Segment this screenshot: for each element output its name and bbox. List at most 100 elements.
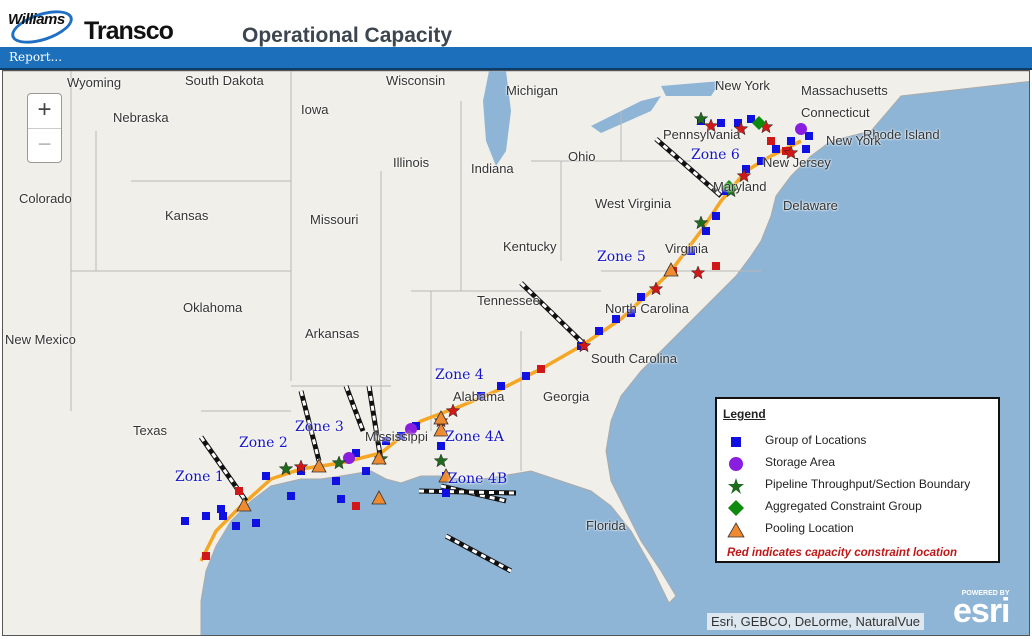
- throughput-star-marker: [433, 453, 449, 468]
- state-label: West Virginia: [595, 196, 672, 211]
- group-of-locations-marker: [232, 522, 240, 530]
- legend: Legend Group of Locations Storage Area P…: [715, 397, 1000, 563]
- throughput-star-marker: [703, 118, 719, 133]
- report-menu[interactable]: Report...: [9, 50, 63, 64]
- state-label: New York: [826, 133, 881, 148]
- zone-boundary-dash: [344, 385, 365, 432]
- group-of-locations-marker: [362, 467, 370, 475]
- throughput-star-marker: [331, 455, 347, 470]
- zone-boundaries: [198, 137, 723, 574]
- throughput-star-marker: [690, 265, 706, 280]
- state-label: Kansas: [165, 208, 209, 223]
- state-label: Rhode Island: [863, 127, 940, 142]
- state-label: Iowa: [301, 102, 329, 117]
- group-of-locations-marker: [787, 137, 795, 145]
- zoom-in-button[interactable]: +: [37, 96, 52, 123]
- logo-text: Williams: [8, 11, 65, 28]
- green-diamond-icon: [728, 500, 744, 516]
- group-of-locations-marker: [805, 132, 813, 140]
- group-of-locations-marker: [522, 372, 530, 380]
- state-label: Virginia: [665, 241, 709, 256]
- group-of-locations-marker: [742, 165, 750, 173]
- group-of-locations-marker: [181, 517, 189, 525]
- group-of-locations-marker: [757, 157, 765, 165]
- map-canvas[interactable]: [3, 71, 1030, 636]
- constrained-location-marker: [352, 502, 360, 510]
- group-of-locations-marker: [332, 477, 340, 485]
- state-label: New Mexico: [5, 332, 76, 347]
- storage-area-marker: [343, 452, 355, 464]
- throughput-star-marker: [733, 121, 749, 136]
- williams-logo: Williams: [6, 3, 77, 51]
- state-label: Michigan: [506, 83, 559, 98]
- zone-boundary-dash: [445, 534, 512, 573]
- group-of-locations-marker: [717, 119, 725, 127]
- powered-by-text: POWERED BY: [961, 590, 1010, 597]
- constrained-location-marker: [537, 365, 545, 373]
- green-star-icon: [728, 478, 744, 494]
- blue-square-icon: [731, 437, 741, 447]
- aggregated-constraint-marker: [722, 180, 736, 194]
- map-view[interactable]: South Dakota Wisconsin Michigan New York Mas…: [2, 70, 1030, 636]
- state-label: Massachusetts: [801, 83, 888, 98]
- zone-boundary-dash: [199, 436, 248, 502]
- pooling-location-marker: [311, 458, 327, 473]
- state-label: North Carolina: [605, 301, 689, 316]
- zoom-control: + −: [27, 93, 62, 163]
- legend-label: Aggregated Constraint Group: [765, 499, 922, 513]
- state-label: Florida: [586, 518, 626, 533]
- zoom-out-button[interactable]: −: [28, 128, 61, 163]
- group-of-locations-marker: [747, 115, 755, 123]
- land: [3, 71, 1029, 635]
- state-borders: [70, 71, 761, 471]
- throughput-star-marker: [693, 111, 709, 126]
- pooling-location-marker: [371, 450, 387, 465]
- state-label: Kentucky: [503, 239, 557, 254]
- storage-area-marker: [795, 123, 807, 135]
- pooling-location-marker: [371, 490, 387, 505]
- state-label: Arkansas: [305, 326, 360, 341]
- group-of-locations-marker: [382, 437, 390, 445]
- state-label: Missouri: [310, 212, 359, 227]
- group-of-locations-marker: [595, 327, 603, 335]
- group-of-locations-marker: [217, 505, 225, 513]
- zone-label: Zone 5: [597, 249, 646, 265]
- group-of-locations-marker: [397, 432, 405, 440]
- legend-label: Pooling Location: [765, 521, 854, 535]
- pooling-location-marker: [236, 497, 252, 512]
- state-label: Alabama: [453, 389, 505, 404]
- constrained-location-marker: [767, 137, 775, 145]
- pooling-location-marker: [433, 422, 449, 437]
- group-of-locations-marker: [337, 495, 345, 503]
- zone-label: Zone 4A: [445, 429, 504, 445]
- state-label: Connecticut: [801, 105, 870, 120]
- zone-label: Zone 4B: [448, 471, 508, 487]
- transco-brand: Transco: [84, 17, 174, 45]
- group-of-locations-marker: [802, 145, 810, 153]
- orange-triangle-icon: [727, 522, 745, 538]
- group-of-locations-marker: [627, 309, 635, 317]
- group-of-locations-marker: [612, 315, 620, 323]
- group-of-locations-marker: [497, 382, 505, 390]
- group-of-locations-marker: [734, 119, 742, 127]
- throughput-star-marker: [736, 168, 752, 183]
- group-of-locations-marker: [352, 449, 360, 457]
- esri-text: esri: [953, 592, 1010, 630]
- purple-circle-icon: [729, 457, 743, 471]
- zone-boundary-dash: [299, 390, 321, 462]
- aggregated-constraint-marker: [752, 116, 766, 130]
- state-label: South Carolina: [591, 351, 677, 366]
- constraint-note: Red indicates capacity constraint locati…: [727, 547, 958, 559]
- legend-label: Storage Area: [765, 455, 836, 469]
- group-of-locations-marker: [287, 492, 295, 500]
- state-label: Delaware: [783, 198, 838, 213]
- legend-label: Group of Locations: [765, 433, 867, 447]
- state-label: Pennsylvania: [663, 127, 741, 142]
- legend-label: Pipeline Throughput/Section Boundary: [765, 477, 971, 491]
- throughput-star-marker: [445, 403, 461, 418]
- lake-michigan: [483, 71, 511, 166]
- pipeline-route: [199, 139, 802, 562]
- zone-boundary-dash: [418, 489, 517, 495]
- lake-erie: [591, 96, 661, 133]
- state-label: Wisconsin: [386, 73, 446, 88]
